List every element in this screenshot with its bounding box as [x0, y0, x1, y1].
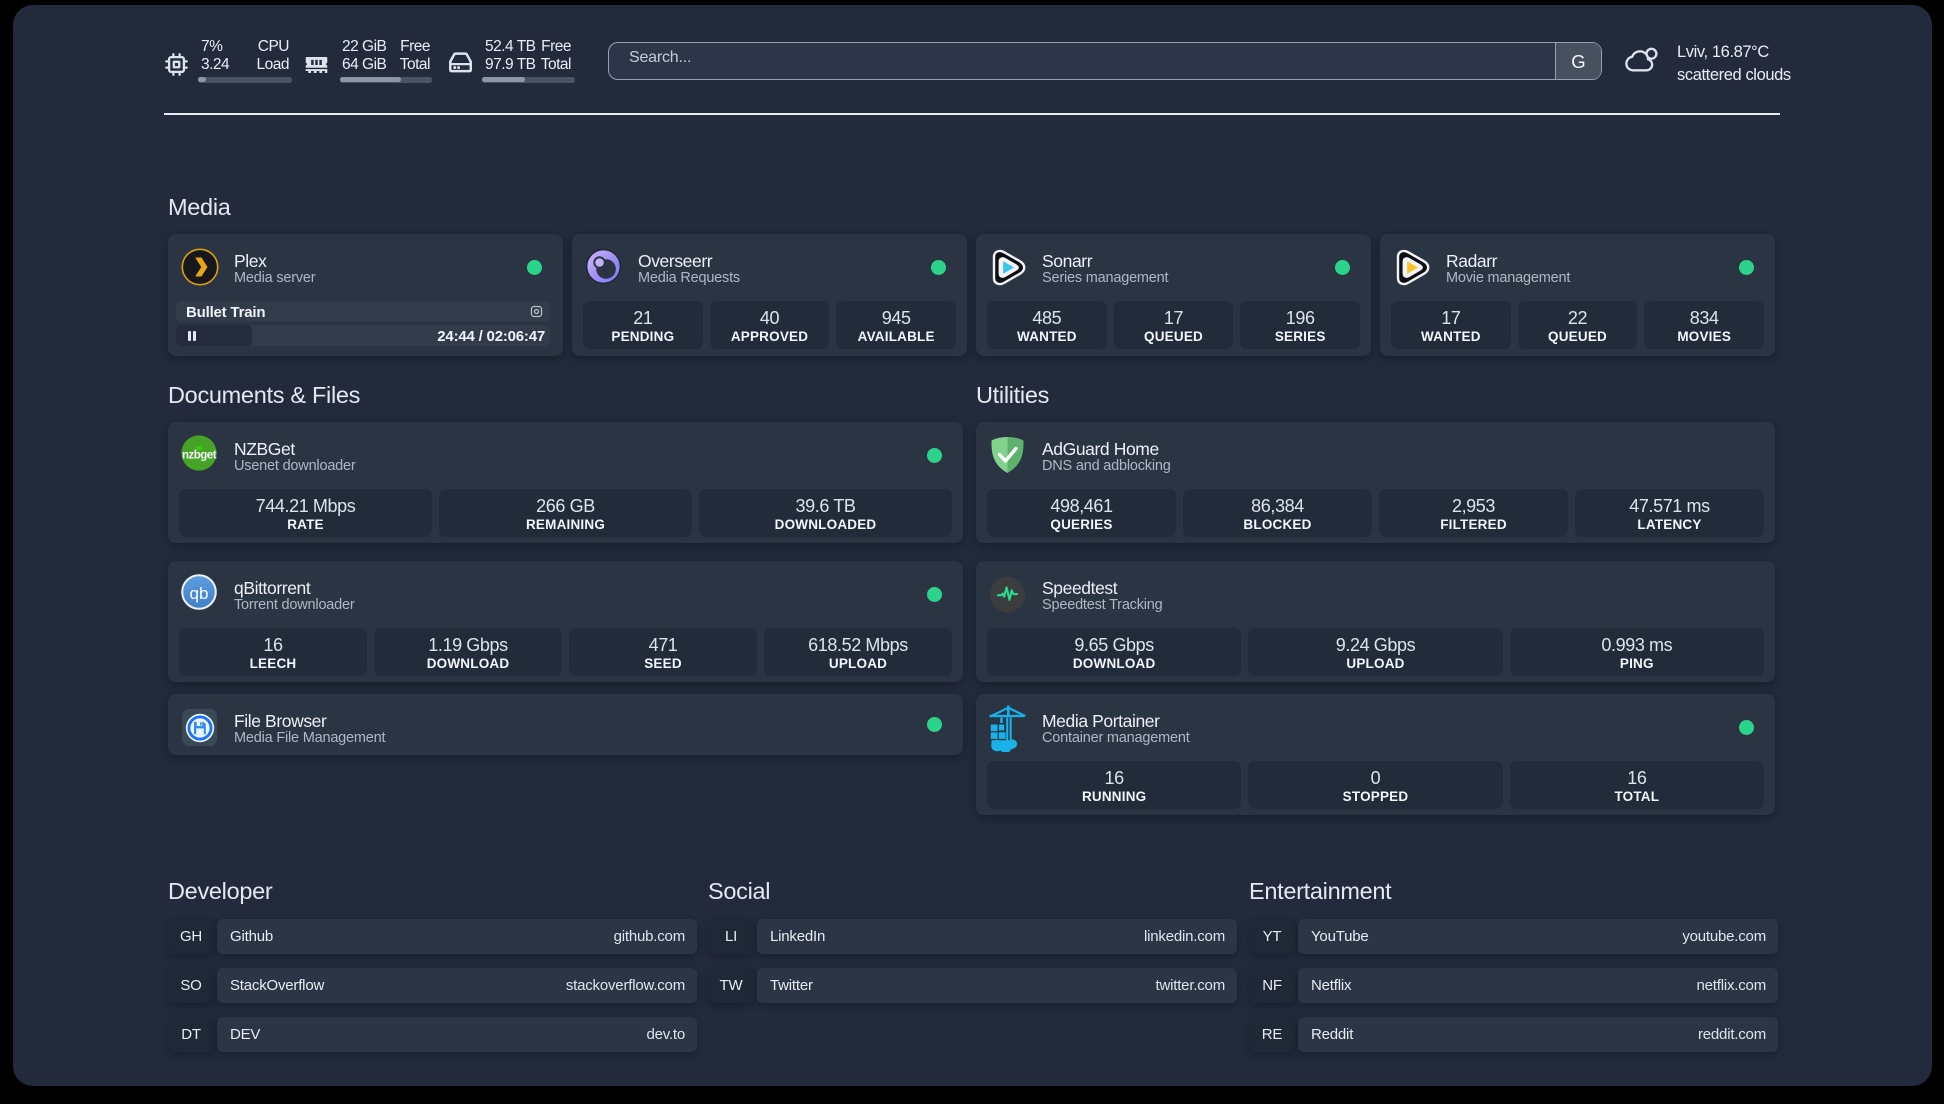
svg-text:qb: qb: [190, 584, 209, 603]
svg-text:nzbget: nzbget: [182, 450, 217, 462]
